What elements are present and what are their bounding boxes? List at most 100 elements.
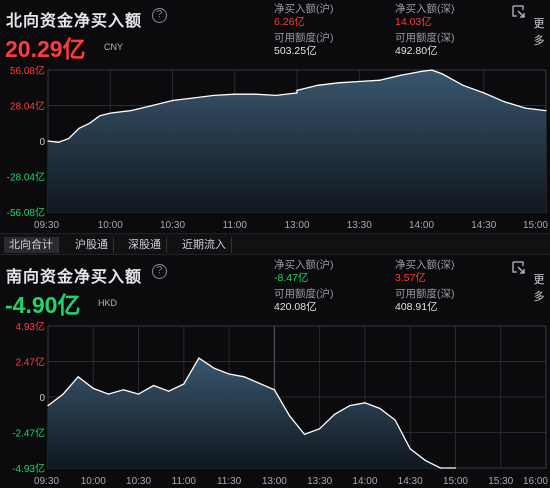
x-tick-label: 14:30 [471,220,496,231]
x-tick-label: 15:00 [443,476,468,487]
data-point [183,383,185,385]
data-point [334,413,336,415]
south-buy-shen-label: 净买入额(深) [395,259,455,271]
data-point [288,415,291,417]
tab-shanghai-connect[interactable]: 沪股通 [70,237,114,253]
series-area [48,358,456,468]
data-point [153,384,155,387]
data-point [62,393,64,395]
data-point [503,101,506,103]
south-more-button[interactable]: 更多 [533,274,545,303]
help-icon[interactable]: ? [152,264,167,279]
x-tick-label: 09:30 [34,220,59,231]
x-tick-label: 13:00 [284,220,309,231]
north-buy-shen-value: 14.03亿 [395,16,432,28]
data-point [317,84,319,86]
x-tick-label: 13:00 [262,476,287,487]
data-point [483,92,485,94]
x-tick-label: 13:30 [347,220,372,231]
data-point [78,127,80,129]
south-unit: HKD [98,298,118,308]
south-title: 南向资金净买入额 [6,269,143,286]
expand-icon[interactable] [512,261,526,275]
data-point [47,405,49,407]
data-point [213,94,215,97]
data-point [254,93,257,95]
data-point [303,433,306,436]
data-point [137,393,140,395]
data-point [545,110,547,112]
southbound-panel: 南向资金净买入额 ? -4.90亿 HKD 净买入额(沪) -8.47亿 可用额… [0,256,550,488]
y-tick-label: 28.04亿 [10,100,45,113]
tab-bar: 北向合计 沪股通 深股通 近期流入 [0,233,550,255]
x-tick-label: 15:30 [488,476,513,487]
north-net-value: 20.29亿 [5,36,86,62]
data-point [88,122,91,124]
y-tick-label: 0 [39,393,45,404]
data-point [243,376,245,378]
data-point [122,389,125,391]
data-point [275,94,277,97]
expand-icon[interactable] [512,5,526,19]
x-tick-label: 16:00 [523,476,548,487]
south-quota-shen-label: 可用额度(深) [395,288,455,300]
data-point [130,110,132,112]
north-unit: CNY [104,42,124,52]
x-tick-label: 09:30 [34,476,59,487]
data-point [92,387,94,389]
data-point [379,407,381,410]
data-point [524,107,526,109]
y-tick-label: -56.08亿 [7,206,45,219]
data-point [68,137,70,140]
data-point [439,467,441,469]
south-net-value: -4.90亿 [5,292,81,318]
x-tick-label: 11:00 [172,476,197,487]
south-quota-hu-label: 可用额度(沪) [274,288,334,300]
south-quota-shen-value: 408.91亿 [395,301,438,313]
data-point [441,73,443,75]
south-chart: 4.93亿 2.47亿 0 -2.47亿 -4.93亿 09:30 10:00 10:30 11… [0,318,550,488]
data-point [192,97,194,99]
north-buy-shen-label: 净买入额(深) [395,3,455,15]
data-point [420,70,423,72]
tab-recent-inflow[interactable]: 近期流入 [177,237,232,253]
y-tick-label: -4.93亿 [12,462,45,475]
south-quota-hu-value: 420.08亿 [274,301,317,313]
data-point [296,92,298,94]
help-icon[interactable]: ? [152,8,167,23]
data-point [47,140,49,142]
data-point [424,459,426,461]
series-area [48,70,546,212]
x-tick-label: 11:00 [223,220,248,231]
x-tick-label: 14:00 [352,476,377,487]
y-tick-label: 4.93亿 [16,320,45,333]
north-more-button[interactable]: 更多 [533,18,545,47]
south-buy-shen-value: 3.57亿 [395,272,426,284]
data-point [337,82,340,84]
north-quota-shen-label: 可用额度(深) [395,32,455,44]
data-point [296,89,298,91]
data-point [379,79,381,81]
y-tick-label: 2.47亿 [16,356,45,369]
x-tick-label: 13:30 [307,476,332,487]
data-point [168,390,170,392]
y-tick-label: -28.04亿 [7,171,45,184]
tab-north-total[interactable]: 北向合计 [4,237,59,253]
series-line [47,69,547,143]
north-quota-hu-label: 可用额度(沪) [274,32,334,44]
data-point [431,69,433,71]
north-buy-hu-label: 净买入额(沪) [274,3,334,15]
north-title: 北向资金净买入额 [6,13,143,30]
data-point [349,405,351,407]
y-tick-label: 0 [39,137,45,148]
x-tick-label: 10:00 [98,220,123,231]
northbound-panel: 北向资金净买入额 ? 20.29亿 CNY 净买入额(沪) 6.26亿 可用额度… [0,0,550,232]
data-point [99,115,101,117]
data-point [228,373,230,375]
data-point [394,419,396,421]
data-point [454,467,457,469]
data-point [273,389,275,391]
tab-shenzhen-connect[interactable]: 深股通 [123,237,167,253]
